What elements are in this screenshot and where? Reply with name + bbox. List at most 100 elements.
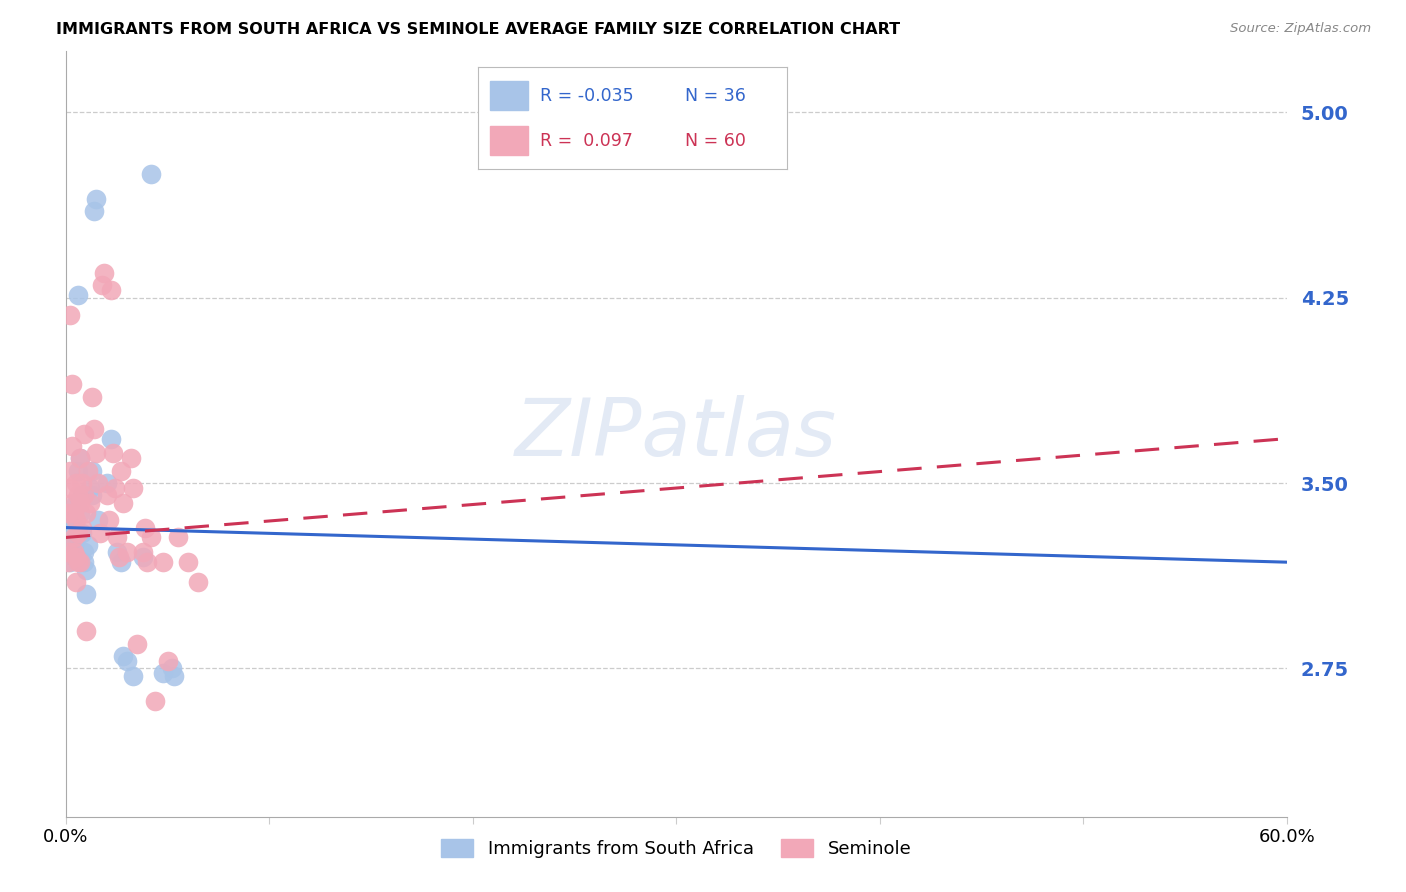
Point xyxy=(66,288,89,302)
Point xyxy=(96,476,118,491)
Point xyxy=(75,506,97,520)
Text: R =  0.097: R = 0.097 xyxy=(540,132,633,150)
Point xyxy=(110,464,132,478)
Point xyxy=(56,506,79,520)
Point xyxy=(66,555,89,569)
Point xyxy=(73,426,96,441)
Point xyxy=(141,531,163,545)
Point xyxy=(100,284,122,298)
Point xyxy=(107,550,129,565)
Point xyxy=(104,481,127,495)
Point xyxy=(91,278,114,293)
Point xyxy=(75,587,97,601)
Point xyxy=(89,525,111,540)
Text: IMMIGRANTS FROM SOUTH AFRICA VS SEMINOLE AVERAGE FAMILY SIZE CORRELATION CHART: IMMIGRANTS FROM SOUTH AFRICA VS SEMINOLE… xyxy=(56,22,900,37)
Point xyxy=(97,513,120,527)
Point xyxy=(87,476,110,491)
Point xyxy=(79,481,101,495)
Point xyxy=(132,545,155,559)
Point xyxy=(83,422,105,436)
Point xyxy=(59,555,82,569)
Point xyxy=(166,531,188,545)
Point xyxy=(82,488,104,502)
Point xyxy=(115,545,138,559)
Point xyxy=(70,525,93,540)
Text: Source: ZipAtlas.com: Source: ZipAtlas.com xyxy=(1230,22,1371,36)
Point xyxy=(122,669,145,683)
Point xyxy=(132,550,155,565)
Bar xyxy=(491,81,527,110)
Point xyxy=(101,446,124,460)
Point xyxy=(69,506,91,520)
Point xyxy=(163,669,186,683)
Point xyxy=(79,496,101,510)
Point xyxy=(82,464,104,478)
Point xyxy=(111,648,134,663)
Point xyxy=(60,496,83,510)
Point xyxy=(69,496,91,510)
Point xyxy=(65,574,87,589)
Point xyxy=(75,563,97,577)
Point xyxy=(136,555,159,569)
Text: R = -0.035: R = -0.035 xyxy=(540,87,634,104)
Point xyxy=(66,525,89,540)
Point xyxy=(134,520,156,534)
Point xyxy=(143,693,166,707)
Point xyxy=(160,661,183,675)
Point xyxy=(110,555,132,569)
Point xyxy=(56,555,79,569)
Point xyxy=(187,574,209,589)
Legend: Immigrants from South Africa, Seminole: Immigrants from South Africa, Seminole xyxy=(433,831,920,865)
Point xyxy=(105,545,128,559)
Point xyxy=(65,496,87,510)
Point xyxy=(73,488,96,502)
Point xyxy=(82,390,104,404)
Point xyxy=(156,654,179,668)
Point xyxy=(75,624,97,639)
Point xyxy=(77,538,100,552)
Point xyxy=(60,377,83,392)
Point xyxy=(60,513,83,527)
Point xyxy=(65,476,87,491)
Point xyxy=(73,555,96,569)
Point xyxy=(125,637,148,651)
Point xyxy=(69,451,91,466)
Text: ZIPatlas: ZIPatlas xyxy=(515,394,838,473)
Point xyxy=(96,488,118,502)
Point xyxy=(73,545,96,559)
Point xyxy=(100,432,122,446)
Point xyxy=(60,439,83,453)
Point xyxy=(65,550,87,565)
Point xyxy=(69,451,91,466)
Point xyxy=(65,513,87,527)
Point xyxy=(83,204,105,219)
Point xyxy=(111,496,134,510)
Point xyxy=(56,548,79,562)
Point xyxy=(152,555,174,569)
Point xyxy=(66,488,89,502)
Point xyxy=(120,451,142,466)
Point xyxy=(63,545,86,559)
Text: N = 36: N = 36 xyxy=(685,87,747,104)
Point xyxy=(56,545,79,559)
Text: N = 60: N = 60 xyxy=(685,132,747,150)
Point xyxy=(63,531,86,545)
Point xyxy=(86,446,108,460)
Point xyxy=(86,192,108,206)
Point xyxy=(63,523,86,537)
Point xyxy=(70,488,93,502)
Point xyxy=(87,513,110,527)
Point xyxy=(93,266,115,280)
Point xyxy=(59,464,82,478)
Point xyxy=(115,654,138,668)
Point xyxy=(66,464,89,478)
Point xyxy=(152,666,174,681)
Point xyxy=(70,520,93,534)
Point xyxy=(65,531,87,545)
Point xyxy=(63,538,86,552)
Point xyxy=(70,476,93,491)
Point xyxy=(105,531,128,545)
Point xyxy=(77,464,100,478)
Point xyxy=(59,481,82,495)
Point xyxy=(141,167,163,181)
